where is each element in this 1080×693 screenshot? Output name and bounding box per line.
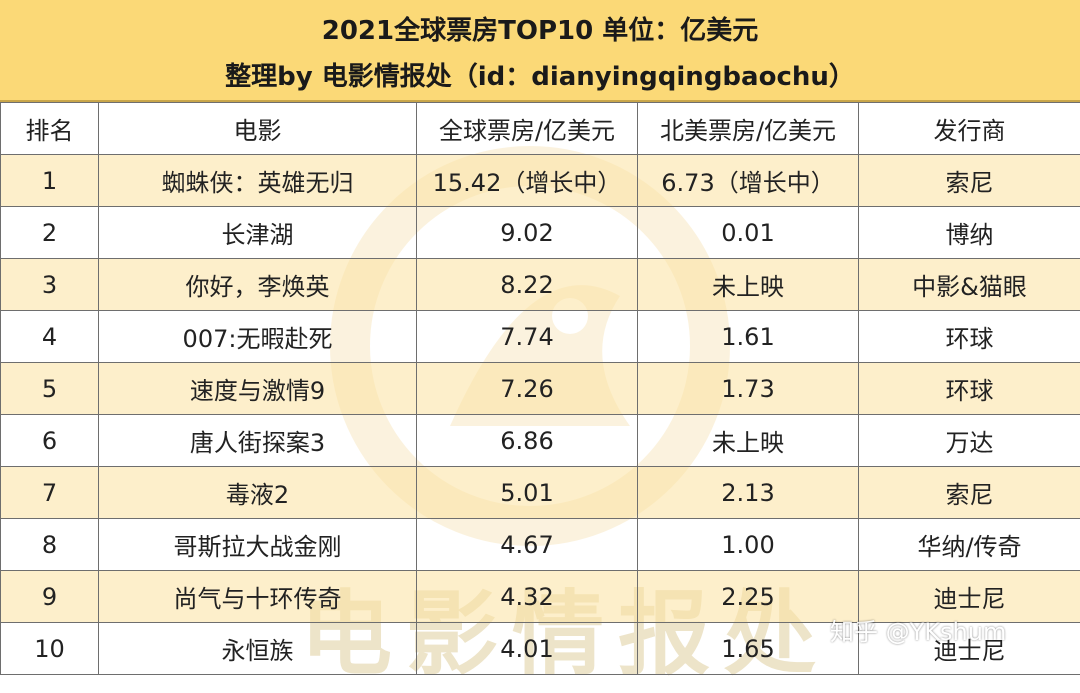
col-header-film: 电影 — [99, 103, 417, 155]
table-row: 5 速度与激情9 7.26 1.73 环球 — [1, 363, 1080, 415]
rank-cell: 2 — [1, 207, 99, 259]
table-row: 3 你好，李焕英 8.22 未上映 中影&猫眼 — [1, 259, 1080, 311]
global-cell: 9.02 — [417, 207, 638, 259]
table-row: 6 唐人街探案3 6.86 未上映 万达 — [1, 415, 1080, 467]
box-office-table: 排名 电影 全球票房/亿美元 北美票房/亿美元 发行商 1 蜘蛛侠：英雄无归 1… — [0, 102, 1080, 675]
table-row: 4 007:无暇赴死 7.74 1.61 环球 — [1, 311, 1080, 363]
rank-cell: 8 — [1, 519, 99, 571]
distributor-cell: 博纳 — [859, 207, 1080, 259]
distributor-cell: 迪士尼 — [859, 623, 1080, 675]
film-cell: 007:无暇赴死 — [99, 311, 417, 363]
film-cell: 你好，李焕英 — [99, 259, 417, 311]
table-row: 9 尚气与十环传奇 4.32 2.25 迪士尼 — [1, 571, 1080, 623]
na-cell: 1.61 — [638, 311, 859, 363]
film-cell: 毒液2 — [99, 467, 417, 519]
rank-cell: 1 — [1, 155, 99, 207]
distributor-cell: 环球 — [859, 311, 1080, 363]
na-cell: 2.25 — [638, 571, 859, 623]
film-cell: 永恒族 — [99, 623, 417, 675]
film-cell: 速度与激情9 — [99, 363, 417, 415]
distributor-cell: 迪士尼 — [859, 571, 1080, 623]
table-row: 2 长津湖 9.02 0.01 博纳 — [1, 207, 1080, 259]
distributor-cell: 万达 — [859, 415, 1080, 467]
film-cell: 哥斯拉大战金刚 — [99, 519, 417, 571]
table-row: 1 蜘蛛侠：英雄无归 15.42（增长中） 6.73（增长中） 索尼 — [1, 155, 1080, 207]
na-cell: 0.01 — [638, 207, 859, 259]
global-cell: 4.01 — [417, 623, 638, 675]
film-cell: 唐人街探案3 — [99, 415, 417, 467]
film-cell: 长津湖 — [99, 207, 417, 259]
table-row: 10 永恒族 4.01 1.65 迪士尼 — [1, 623, 1080, 675]
col-header-na: 北美票房/亿美元 — [638, 103, 859, 155]
col-header-global: 全球票房/亿美元 — [417, 103, 638, 155]
distributor-cell: 华纳/传奇 — [859, 519, 1080, 571]
page-subtitle: 整理by 电影情报处（id：dianyingqingbaochu） — [0, 56, 1080, 93]
page: 2021全球票房TOP10 单位：亿美元 整理by 电影情报处（id：diany… — [0, 0, 1080, 669]
table-row: 7 毒液2 5.01 2.13 索尼 — [1, 467, 1080, 519]
na-cell: 未上映 — [638, 415, 859, 467]
rank-cell: 7 — [1, 467, 99, 519]
page-title: 2021全球票房TOP10 单位：亿美元 — [0, 10, 1080, 47]
global-cell: 5.01 — [417, 467, 638, 519]
rank-cell: 9 — [1, 571, 99, 623]
film-cell: 尚气与十环传奇 — [99, 571, 417, 623]
distributor-cell: 中影&猫眼 — [859, 259, 1080, 311]
rank-cell: 4 — [1, 311, 99, 363]
na-cell: 1.65 — [638, 623, 859, 675]
col-header-rank: 排名 — [1, 103, 99, 155]
film-cell: 蜘蛛侠：英雄无归 — [99, 155, 417, 207]
rank-cell: 5 — [1, 363, 99, 415]
global-cell: 7.74 — [417, 311, 638, 363]
table-header-row: 排名 电影 全球票房/亿美元 北美票房/亿美元 发行商 — [1, 103, 1080, 155]
rank-cell: 10 — [1, 623, 99, 675]
na-cell: 6.73（增长中） — [638, 155, 859, 207]
na-cell: 1.73 — [638, 363, 859, 415]
rank-cell: 6 — [1, 415, 99, 467]
rank-cell: 3 — [1, 259, 99, 311]
distributor-cell: 索尼 — [859, 155, 1080, 207]
title-banner: 2021全球票房TOP10 单位：亿美元 整理by 电影情报处（id：diany… — [0, 0, 1080, 102]
distributor-cell: 环球 — [859, 363, 1080, 415]
na-cell: 未上映 — [638, 259, 859, 311]
table-row: 8 哥斯拉大战金刚 4.67 1.00 华纳/传奇 — [1, 519, 1080, 571]
global-cell: 4.67 — [417, 519, 638, 571]
global-cell: 4.32 — [417, 571, 638, 623]
na-cell: 1.00 — [638, 519, 859, 571]
na-cell: 2.13 — [638, 467, 859, 519]
global-cell: 6.86 — [417, 415, 638, 467]
global-cell: 15.42（增长中） — [417, 155, 638, 207]
distributor-cell: 索尼 — [859, 467, 1080, 519]
col-header-distributor: 发行商 — [859, 103, 1080, 155]
global-cell: 8.22 — [417, 259, 638, 311]
global-cell: 7.26 — [417, 363, 638, 415]
